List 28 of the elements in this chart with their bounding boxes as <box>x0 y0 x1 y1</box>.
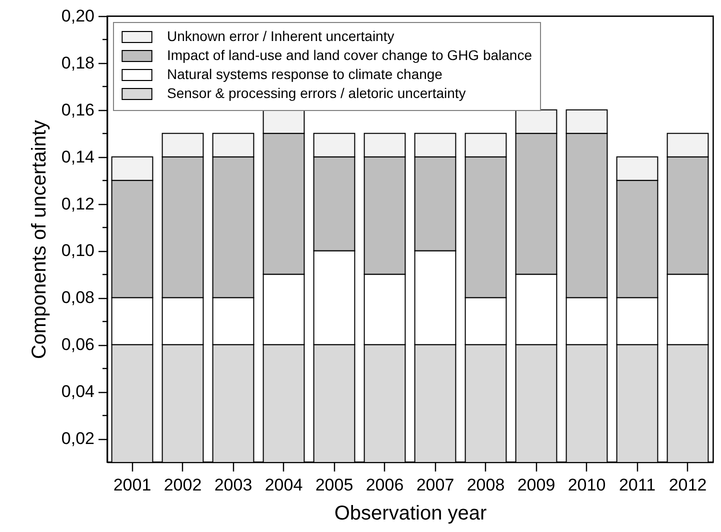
x-tick-label: 2008 <box>466 476 505 494</box>
x-tick-label: 2002 <box>164 476 202 494</box>
x-tick-label: 2004 <box>264 476 303 494</box>
y-tick-label: 0,14 <box>61 147 94 166</box>
y-tick-label: 0,20 <box>61 6 94 26</box>
y-tick-label: 0,06 <box>61 335 94 354</box>
x-tick-label: 2007 <box>416 476 454 494</box>
x-tick-label: 2010 <box>568 476 606 494</box>
y-tick-label: 0,04 <box>61 382 94 402</box>
y-tick-label: 0,10 <box>61 241 94 260</box>
x-axis-title: Observation year <box>334 502 487 524</box>
y-tick-label: 0,18 <box>61 53 94 72</box>
legend-label: Natural systems response to climate change <box>167 66 443 82</box>
y-tick-label: 0,12 <box>61 194 94 214</box>
legend-label: Sensor & processing errors / aletoric uncertainty <box>167 85 466 101</box>
x-tick-label: 2009 <box>517 476 556 494</box>
x-tick-label: 2006 <box>366 476 404 494</box>
y-tick-label: 0,02 <box>61 429 94 448</box>
y-axis-title: Components of uncertainty <box>28 120 50 360</box>
x-tick-label: 2003 <box>214 476 252 494</box>
legend-label: Impact of land-use and land cover change to GHG balance <box>167 47 532 63</box>
y-tick-label: 0,08 <box>61 288 94 308</box>
x-tick-label: 2001 <box>113 476 152 494</box>
x-tick-label: 2005 <box>315 476 354 494</box>
x-tick-label: 2012 <box>668 476 707 494</box>
y-tick-label: 0,16 <box>61 100 94 120</box>
legend-label: Unknown error / Inherent uncertainty <box>167 28 394 44</box>
x-tick-label: 2011 <box>618 476 656 494</box>
